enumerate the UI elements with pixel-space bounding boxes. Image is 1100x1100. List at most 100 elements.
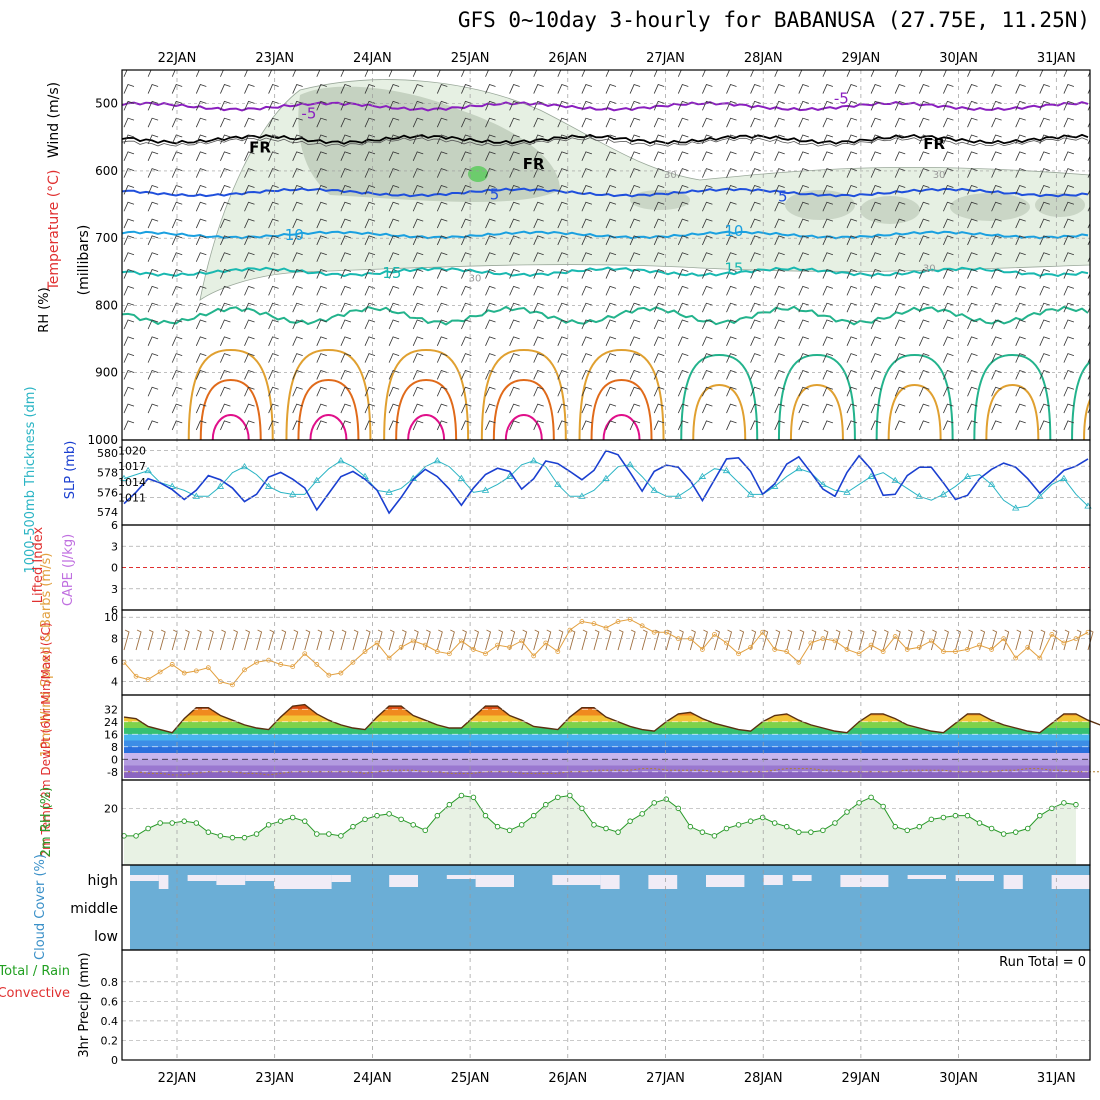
wind-speed-point bbox=[434, 649, 440, 654]
wind-barb bbox=[195, 84, 207, 94]
wind-barb bbox=[268, 252, 279, 262]
rh2m-point bbox=[771, 820, 778, 826]
wind-speed-point bbox=[555, 649, 561, 654]
wind-barb bbox=[653, 319, 665, 330]
wind-barb bbox=[340, 369, 352, 380]
wind-barb bbox=[147, 369, 159, 380]
rh2m-point bbox=[338, 833, 344, 839]
bl-contour-arch bbox=[504, 413, 543, 440]
wind-barb bbox=[750, 353, 761, 363]
rh2m-point bbox=[265, 822, 272, 828]
rh2m-point bbox=[302, 818, 308, 824]
wind-barb bbox=[171, 70, 183, 77]
wind-barb bbox=[726, 151, 737, 161]
wind-barb bbox=[388, 302, 400, 313]
wind-barb bbox=[894, 84, 906, 94]
wind-barb bbox=[894, 319, 906, 330]
wind-barb bbox=[485, 403, 496, 414]
wind-barb bbox=[292, 319, 303, 330]
rh2m-point bbox=[241, 834, 248, 841]
date-label-bottom: 25JAN bbox=[451, 1071, 490, 1086]
wind-barb bbox=[822, 403, 834, 414]
wind-barb bbox=[461, 184, 472, 195]
wind-barb bbox=[316, 252, 327, 262]
wind-speed-point bbox=[796, 659, 802, 665]
wind-barb bbox=[653, 134, 665, 145]
wind-barb bbox=[822, 218, 834, 229]
wind-barb bbox=[750, 386, 761, 397]
wind-barb bbox=[774, 84, 785, 94]
temp-band bbox=[124, 734, 1090, 741]
wind-barb bbox=[894, 369, 906, 380]
wind-barb bbox=[918, 386, 930, 397]
wind-barb bbox=[364, 134, 376, 145]
wind-barb bbox=[412, 168, 424, 178]
wind-barb bbox=[1039, 369, 1050, 380]
surface-wind-barb bbox=[653, 629, 660, 651]
rh2m-point bbox=[217, 833, 224, 839]
wind-barb bbox=[316, 269, 327, 279]
wind-barb bbox=[702, 134, 713, 145]
surface-wind-barb bbox=[412, 629, 419, 651]
wind-speed-point bbox=[350, 659, 356, 665]
surface-wind-barb bbox=[967, 629, 974, 651]
wind-barb bbox=[726, 386, 737, 397]
wind-barb bbox=[316, 184, 327, 195]
surface-wind-barb bbox=[1015, 629, 1022, 651]
wind-barb bbox=[798, 353, 809, 363]
thickness-point bbox=[481, 486, 490, 493]
wind-barb bbox=[1087, 373, 1090, 380]
wind-barb bbox=[533, 403, 544, 414]
wind-barb bbox=[967, 285, 978, 296]
surface-wind-barb bbox=[774, 629, 781, 651]
wind-barb bbox=[1039, 319, 1050, 330]
date-label-bottom: 30JAN bbox=[939, 1071, 978, 1086]
wind-barb bbox=[1087, 205, 1090, 212]
wind-barb bbox=[147, 302, 159, 313]
wind-barb bbox=[629, 386, 641, 397]
wind-barb bbox=[412, 184, 424, 195]
wind-barb bbox=[364, 269, 376, 279]
wind-barb bbox=[485, 168, 496, 178]
wind-barb bbox=[509, 336, 520, 346]
wind-barb bbox=[171, 184, 183, 195]
wind-barb bbox=[340, 252, 352, 262]
wind-barb bbox=[1015, 84, 1026, 94]
thickness-point bbox=[216, 482, 225, 489]
ylabel-precip: 3hr Precip (mm) bbox=[77, 952, 92, 1057]
wind-barb bbox=[677, 386, 689, 397]
thickness-point bbox=[505, 472, 514, 479]
wind-barb bbox=[485, 252, 496, 262]
wind-barb bbox=[774, 235, 785, 246]
date-label-bottom: 22JAN bbox=[158, 1071, 197, 1086]
wind-speed-point bbox=[1049, 631, 1055, 637]
wind-barb bbox=[412, 252, 424, 262]
wind-barb bbox=[436, 134, 448, 145]
wind-barb bbox=[171, 235, 183, 246]
rh2m-point bbox=[820, 827, 826, 834]
thickness-point bbox=[795, 464, 803, 472]
wind-barb bbox=[123, 218, 135, 229]
wind-barb bbox=[822, 386, 834, 397]
wind-barb bbox=[605, 285, 617, 296]
wind-tick: 10 bbox=[104, 611, 118, 624]
rh2m-point bbox=[880, 803, 886, 810]
cloud-gap bbox=[274, 875, 332, 889]
wind-barb bbox=[388, 201, 400, 212]
wind-barb bbox=[653, 285, 665, 296]
temp-band bbox=[124, 740, 1090, 747]
pressure-tick: 1000 bbox=[87, 433, 118, 447]
wind-barb bbox=[1063, 302, 1075, 313]
wind-barb bbox=[461, 134, 472, 145]
wind-barb bbox=[581, 403, 593, 414]
cloud-gap bbox=[792, 875, 812, 881]
precip-tick: 0.8 bbox=[101, 976, 119, 989]
date-label-bottom: 23JAN bbox=[255, 1071, 294, 1086]
rh2m-point bbox=[603, 825, 609, 832]
wind-barb bbox=[268, 84, 279, 94]
wind-speed-point bbox=[543, 640, 549, 646]
wind-barb bbox=[557, 252, 568, 262]
wind-barb bbox=[461, 420, 472, 431]
wind-barb bbox=[461, 168, 472, 178]
wind-barb bbox=[123, 285, 135, 296]
